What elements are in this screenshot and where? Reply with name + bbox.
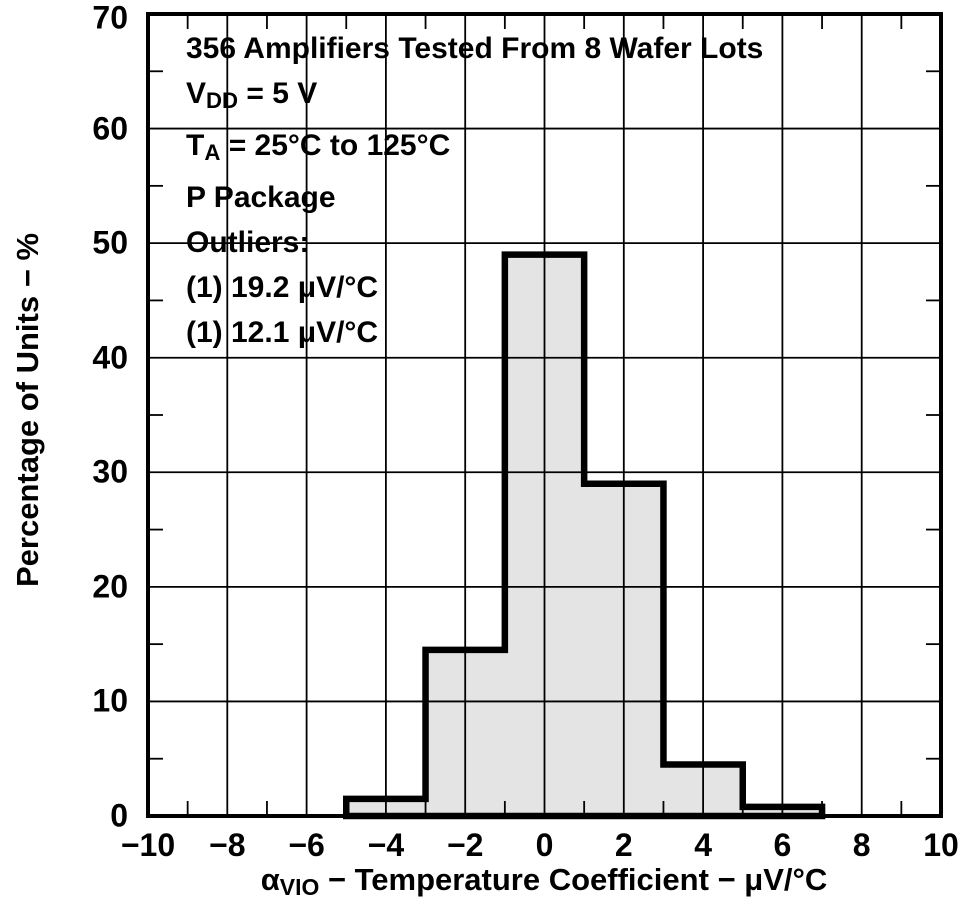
annotation-text: = 5 V xyxy=(238,77,318,110)
annotation-text: Outliers: xyxy=(186,225,310,259)
annotation-line: 356 Amplifiers Tested From 8 Wafer Lots xyxy=(186,26,763,71)
annotation-subscript: DD xyxy=(206,87,239,113)
annotation-text: 356 Amplifiers Tested From 8 Wafer Lots xyxy=(186,32,764,65)
x-tick-label: 6 xyxy=(773,827,792,863)
y-axis-title: Percentage of Units − % xyxy=(10,232,45,588)
annotation-line: P Package xyxy=(186,175,763,220)
histogram-outline xyxy=(343,251,826,820)
x-tick-label: −10 xyxy=(120,827,176,863)
x-tick-label: −8 xyxy=(209,827,246,863)
y-tick-label: 40 xyxy=(92,339,128,376)
x-tick-label: −2 xyxy=(446,827,484,863)
x-tick-label: 8 xyxy=(852,827,871,863)
annotation-line: TA = 25°C to 125°C xyxy=(186,123,763,175)
y-tick-label: 10 xyxy=(92,682,128,719)
annotation-text: = 25°C to 125°C xyxy=(220,128,451,162)
annotation-text: V xyxy=(186,77,207,110)
annotation-text: (1) 12.1 μV/°C xyxy=(186,315,379,349)
y-tick-label: 70 xyxy=(92,0,128,36)
annotation-line: (1) 12.1 μV/°C xyxy=(186,310,763,355)
x-tick-label: −6 xyxy=(288,827,325,863)
annotation-line: Outliers: xyxy=(186,220,763,265)
y-tick-label: 30 xyxy=(92,453,128,490)
y-tick-label: 20 xyxy=(92,568,128,605)
x-tick-label: −4 xyxy=(367,827,405,863)
y-tick-label: 0 xyxy=(110,797,128,834)
x-tick-label: 0 xyxy=(535,827,554,863)
chart-annotations: 356 Amplifiers Tested From 8 Wafer Lots V… xyxy=(186,26,763,355)
y-tick-label: 50 xyxy=(92,224,128,261)
annotation-text: T xyxy=(186,128,205,162)
x-axis-title: αVIO − Temperature Coefficient − μV/°C xyxy=(261,862,828,901)
annotation-line: VDD = 5 V xyxy=(186,71,763,123)
annotation-line: (1) 19.2 μV/°C xyxy=(186,265,763,310)
x-axis-title-text: − Temperature Coefficient − μV/°C xyxy=(319,862,828,897)
x-axis-title-subscript: VIO xyxy=(279,874,320,901)
x-axis-title-text: α xyxy=(260,862,280,897)
y-tick-label: 60 xyxy=(92,110,128,147)
annotation-text: P Package xyxy=(186,180,336,214)
annotation-subscript: A xyxy=(204,139,221,165)
x-tick-label: 4 xyxy=(694,827,712,863)
x-tick-label: 2 xyxy=(614,827,633,863)
plot-frame xyxy=(146,12,943,818)
annotation-text: (1) 19.2 μV/°C xyxy=(186,270,379,304)
x-tick-label: 10 xyxy=(923,827,959,863)
